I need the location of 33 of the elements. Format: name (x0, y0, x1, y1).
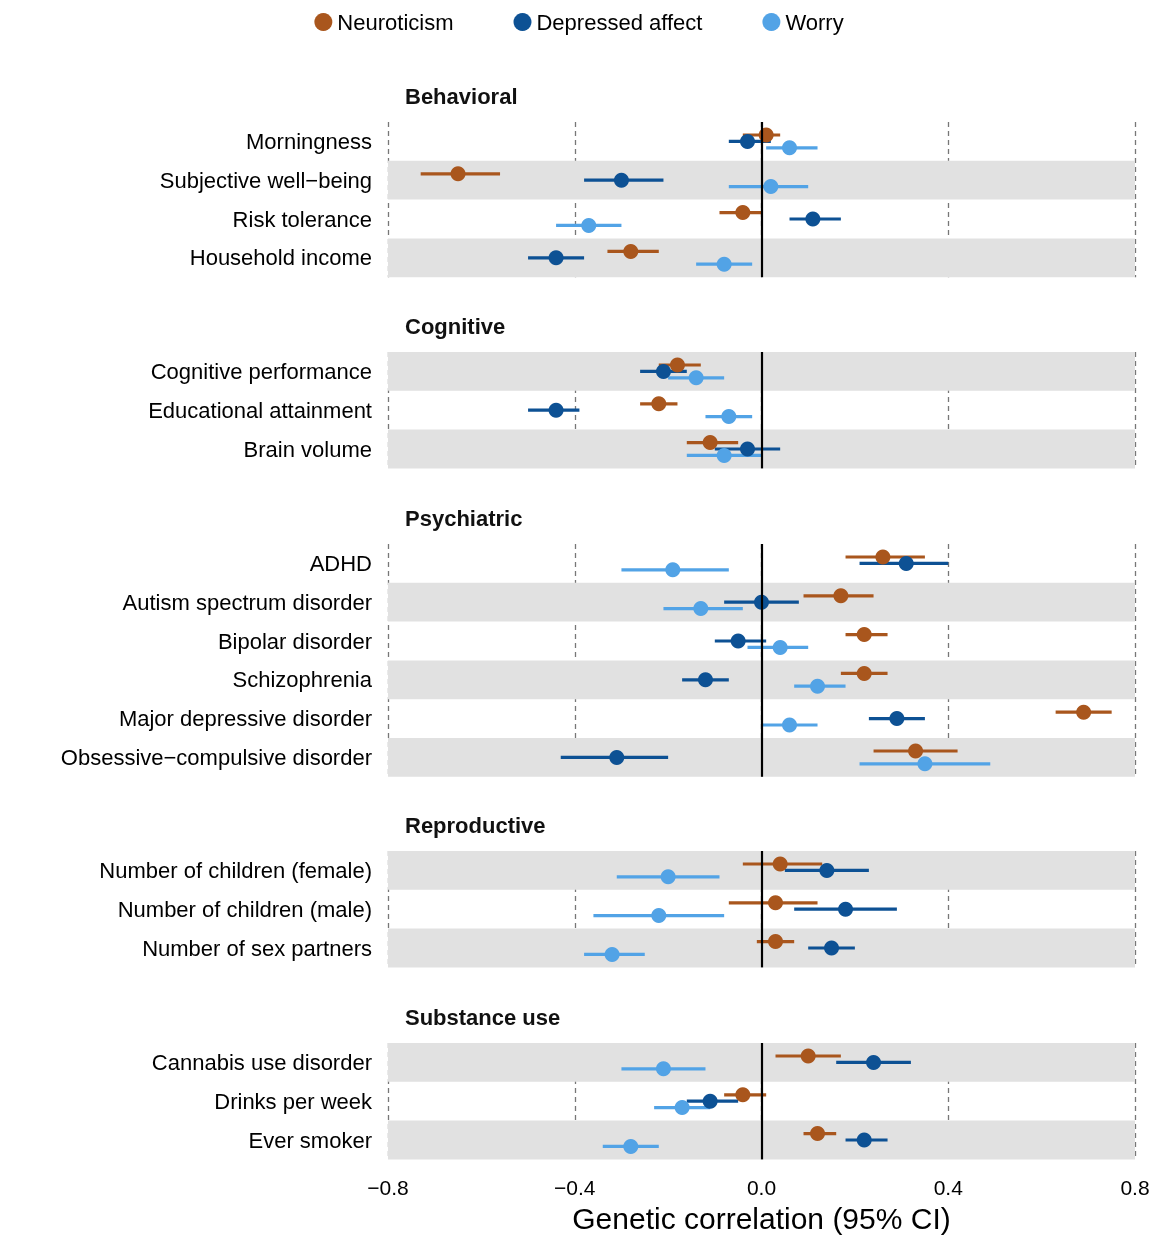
y-tick-label: Major depressive disorder (118, 705, 372, 731)
legend-label: Neuroticism (337, 9, 454, 35)
x-tick-label: 0.4 (933, 1176, 964, 1200)
chart-title: Psychiatric (405, 505, 523, 531)
chart-title: Substance use (405, 1004, 561, 1030)
y-tick-label: Cannabis use disorder (151, 1049, 372, 1075)
y-tick-label: Cognitive performance (150, 359, 372, 385)
y-tick-label: Number of children (male) (117, 897, 372, 923)
chart-title: Reproductive (405, 812, 546, 838)
x-tick-label: −0.4 (554, 1176, 596, 1200)
y-tick-label: Schizophrenia (232, 666, 373, 692)
x-axis-title: Genetic correlation (95% CI) (572, 1201, 951, 1235)
x-tick-label: 0.0 (746, 1176, 777, 1200)
y-tick-label: Educational attainment (148, 397, 372, 423)
y-tick-label: Bipolar disorder (217, 628, 372, 654)
chart-title: Cognitive (405, 313, 506, 339)
y-tick-label: Brain volume (243, 436, 372, 462)
y-tick-label: Household income (189, 245, 372, 271)
y-tick-label: Drinks per week (214, 1088, 373, 1114)
legend-label: Depressed affect (536, 9, 703, 35)
y-tick-label: Morningness (246, 128, 372, 154)
legend-label: Worry (785, 9, 844, 35)
y-tick-label: ADHD (309, 550, 372, 576)
y-tick-label: Risk tolerance (232, 206, 372, 232)
x-tick-label: −0.8 (367, 1176, 409, 1200)
y-tick-label: Subjective well−being (159, 167, 372, 193)
y-tick-label: Number of sex partners (142, 935, 372, 961)
y-tick-label: Number of children (female) (99, 858, 372, 884)
y-tick-label: Ever smoker (248, 1127, 372, 1153)
y-tick-label: Autism spectrum disorder (122, 589, 372, 615)
y-tick-label: Obsessive−compulsive disorder (60, 744, 372, 770)
chart-title: Behavioral (405, 83, 518, 109)
x-tick-label: 0.8 (1120, 1176, 1150, 1200)
